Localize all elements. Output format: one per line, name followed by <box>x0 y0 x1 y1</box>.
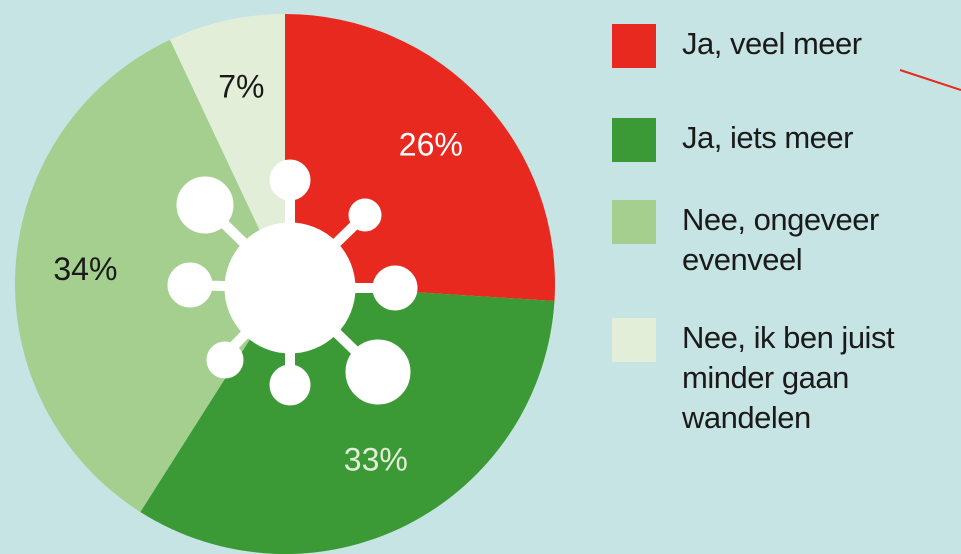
legend-swatch <box>612 118 656 162</box>
legend-item: Nee, ongeveer evenveel <box>612 200 912 280</box>
pointer-line <box>899 69 961 91</box>
virus-icon <box>167 159 418 406</box>
slices <box>14 13 555 554</box>
legend-swatch <box>612 318 656 362</box>
legend-item: Ja, veel meer <box>612 24 952 68</box>
slice-label: 26% <box>399 127 463 163</box>
legend-label: Nee, ongeveer evenveel <box>682 202 879 277</box>
legend-label: Ja, veel meer <box>682 26 862 61</box>
slice-label: 34% <box>53 251 117 287</box>
legend-label: Nee, ik ben juist minder gaan wandelen <box>682 320 895 435</box>
slice <box>14 39 285 512</box>
legend-swatch <box>612 200 656 244</box>
slice <box>140 284 555 554</box>
legend-label: Ja, iets meer <box>682 120 853 155</box>
legend-item: Nee, ik ben juist minder gaan wandelen <box>612 318 952 438</box>
legend-item: Ja, iets meer <box>612 118 952 162</box>
slice <box>170 13 285 284</box>
legend-swatch <box>612 24 656 68</box>
slice-label: 7% <box>218 68 264 104</box>
slice-label: 33% <box>344 442 408 478</box>
